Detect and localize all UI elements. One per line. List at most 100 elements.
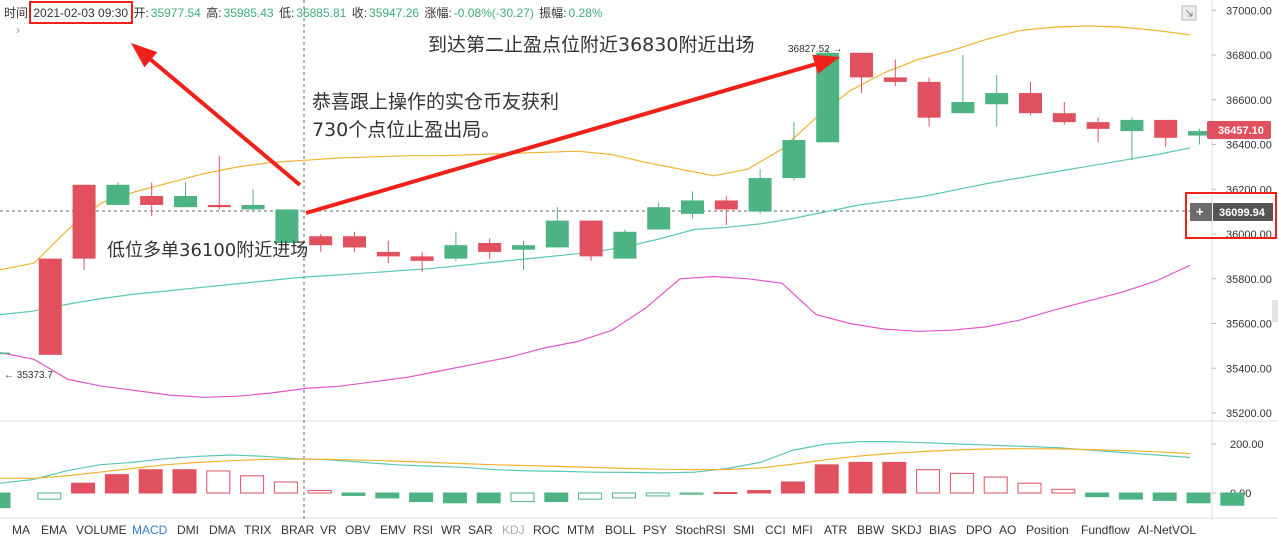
- y-axis-label: 36000.00: [1226, 229, 1272, 241]
- tab-position[interactable]: Position: [1026, 523, 1069, 537]
- tab-kdj[interactable]: KDJ: [502, 523, 525, 537]
- fullscreen-arrow-icon: [1185, 9, 1193, 17]
- macd-histogram-bar: [273, 481, 298, 494]
- y-axis-label: 36400.00: [1226, 140, 1272, 152]
- tab-bias[interactable]: BIAS: [929, 523, 957, 537]
- open-value: 35977.54: [150, 6, 201, 20]
- tab-wr[interactable]: WR: [441, 523, 461, 537]
- ohlc-readout: 时间: 2021-02-03 09:30 开: 35977.54 高: 35985.4…: [4, 4, 605, 21]
- low-value: 35885.81: [296, 6, 347, 20]
- annotation-profit-line2: 730个点位止盈出局。: [312, 119, 501, 141]
- tab-fundflow[interactable]: Fundflow: [1081, 523, 1130, 537]
- candle-body: [140, 195, 164, 205]
- candle-body: [444, 245, 468, 259]
- macd-histogram-bar: [104, 474, 129, 494]
- candle-body: [1120, 119, 1144, 132]
- red-arrow-to-time: [131, 43, 302, 187]
- high-value: 35985.43: [223, 6, 274, 20]
- tab-sar[interactable]: SAR: [468, 523, 493, 537]
- tab-psy[interactable]: PSY: [643, 523, 668, 537]
- open-label: 开:: [133, 6, 149, 20]
- macd-histogram-bar: [1085, 492, 1110, 498]
- candle-body: [241, 204, 265, 210]
- highlight-price-box: [1185, 192, 1277, 239]
- time-value: 2021-02-03 09:30: [33, 6, 129, 20]
- macd-histogram-bar: [476, 492, 501, 504]
- candle-body: [38, 258, 62, 355]
- candle-body: [410, 256, 434, 261]
- y-axis-label: 36200.00: [1226, 184, 1272, 196]
- tab-dpo[interactable]: DPO: [966, 523, 993, 537]
- tab-vr[interactable]: VR: [320, 523, 337, 537]
- macd-histogram-bar: [848, 461, 873, 494]
- tab-trix[interactable]: TRIX: [244, 523, 272, 537]
- macd-histogram-bar: [747, 490, 772, 494]
- tab-ai-netvol[interactable]: AI-NetVOL: [1138, 523, 1197, 537]
- macd-histogram-bar: [1118, 492, 1143, 500]
- tab-mfi[interactable]: MFI: [792, 523, 813, 537]
- macd-histogram-bar: [1152, 492, 1177, 501]
- tab-dma[interactable]: DMA: [209, 523, 236, 537]
- macd-histogram-bar: [307, 490, 332, 494]
- tab-mtm[interactable]: MTM: [567, 523, 595, 537]
- tab-skdj[interactable]: SKDJ: [891, 523, 922, 537]
- annotation-profit: 恭喜跟上操作的实仓币友获利 730个点位止盈出局。: [312, 88, 559, 144]
- amplitude-value: 0.28%: [568, 6, 603, 20]
- tab-emv[interactable]: EMV: [380, 523, 407, 537]
- tab-cci[interactable]: CCI: [765, 523, 786, 537]
- change-label: 涨幅:: [424, 6, 452, 20]
- macd-histogram-bar: [375, 492, 400, 499]
- macd-histogram-bar: [1017, 482, 1042, 494]
- candle-body: [343, 236, 366, 248]
- tab-macd[interactable]: MACD: [132, 523, 168, 537]
- candle-body: [1188, 131, 1211, 136]
- tab-ema[interactable]: EMA: [41, 523, 68, 537]
- annotation-exit: 到达第二止盈点位附近36830附近出场: [428, 34, 755, 56]
- candle-body: [883, 77, 907, 82]
- tab-atr[interactable]: ATR: [824, 523, 848, 537]
- candle-body: [681, 200, 704, 214]
- tab-smi[interactable]: SMI: [733, 523, 755, 537]
- tab-roc[interactable]: ROC: [533, 523, 560, 537]
- candle-body: [1019, 93, 1042, 114]
- y-axis-label: 36600.00: [1226, 95, 1272, 107]
- candle-body: [1052, 113, 1076, 123]
- macd-histogram-bar: [240, 475, 265, 494]
- tab-rsi[interactable]: RSI: [413, 523, 434, 537]
- tab-brar[interactable]: BRAR: [281, 523, 315, 537]
- tab-boll[interactable]: BOLL: [605, 523, 636, 537]
- chevron-right-icon[interactable]: ›: [16, 23, 20, 37]
- crosshair-price-value: 36099.94: [1219, 207, 1266, 219]
- candle-body: [275, 209, 299, 243]
- macd-histogram-bar: [645, 492, 670, 497]
- scroll-handle[interactable]: [1272, 300, 1278, 322]
- tab-ma[interactable]: MA: [12, 523, 30, 537]
- candle-body: [782, 140, 806, 179]
- macd-histogram-bar: [713, 492, 738, 495]
- candle-body: [613, 231, 637, 259]
- candle-body: [72, 184, 96, 259]
- crosshair-plus-button[interactable]: [1190, 203, 1212, 221]
- candle-body: [917, 81, 941, 118]
- macd-histogram-bar: [578, 492, 603, 500]
- tab-volume[interactable]: VOLUME: [76, 523, 127, 537]
- tab-ao[interactable]: AO: [999, 523, 1017, 537]
- macd-histogram-bar: [1186, 492, 1211, 504]
- candle-body: [376, 251, 400, 257]
- tab-bbw[interactable]: BBW: [857, 523, 885, 537]
- macd-histogram-bar: [814, 464, 839, 494]
- tab-dmi[interactable]: DMI: [177, 523, 199, 537]
- candle-body: [106, 184, 130, 205]
- ma-middle-line: [0, 25, 1191, 271]
- tab-stochrsi[interactable]: StochRSI: [675, 523, 726, 537]
- tab-obv[interactable]: OBV: [345, 523, 371, 537]
- candle-body: [478, 242, 502, 252]
- red-arrow-to-exit: [305, 54, 840, 215]
- macd-histogram-bar: [138, 469, 163, 494]
- macd-histogram-bar: [409, 492, 434, 503]
- macd-histogram-bar: [37, 492, 62, 500]
- low-price-marker: ← 35373.7: [4, 370, 53, 381]
- candle-body: [309, 236, 333, 246]
- indicator-tabs: MA EMA VOLUME MACD DMI DMA TRIX BRAR VR OBV EMV RSI…: [0, 520, 1278, 541]
